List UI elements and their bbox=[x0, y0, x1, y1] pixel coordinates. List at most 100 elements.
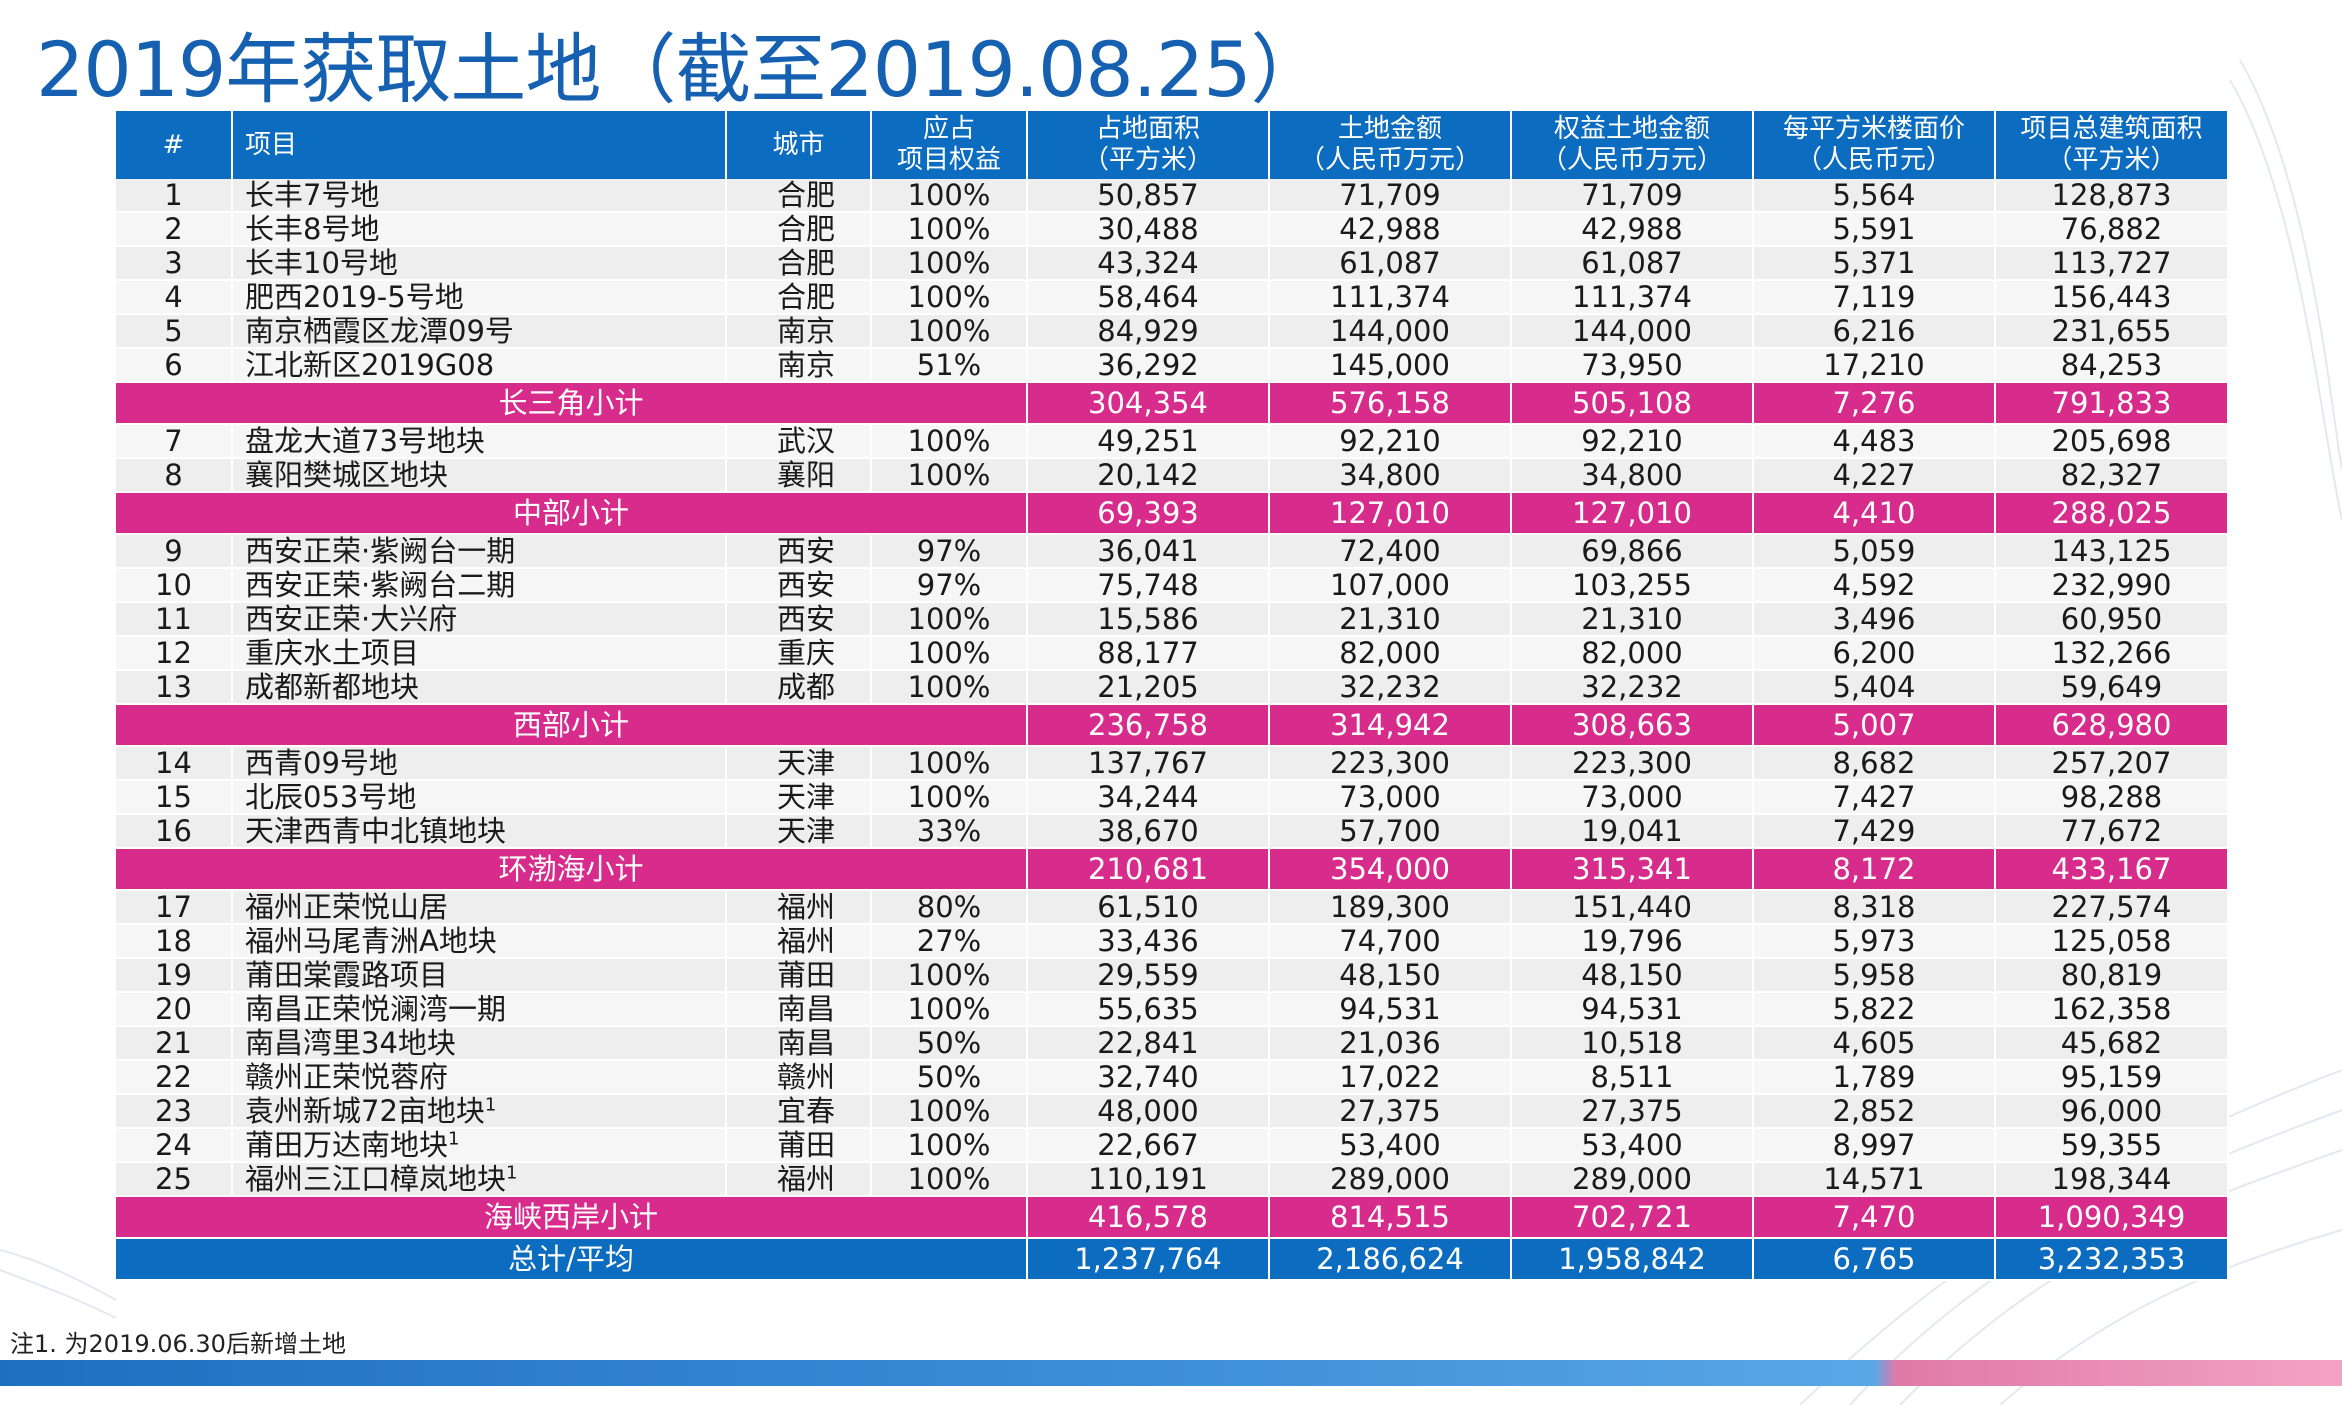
subtotal-row: 环渤海小计 210,681 354,000 315,341 8,172 433,167 bbox=[116, 848, 2229, 891]
city: 合肥 bbox=[726, 212, 872, 247]
city: 襄阳 bbox=[726, 458, 872, 493]
site-area: 33,436 bbox=[1027, 924, 1270, 959]
project-name: 北辰053号地 bbox=[232, 780, 727, 815]
unit-price: 7,119 bbox=[1753, 280, 1996, 315]
project-name-text: 西安正荣·紫阙台一期 bbox=[245, 534, 516, 568]
project-name: 南京栖霞区龙潭09号 bbox=[232, 314, 727, 349]
header-city: 城市 bbox=[726, 111, 872, 179]
table-row: 10 西安正荣·紫阙台二期 西安 97% 75,748 107,000 103,255 4,5… bbox=[116, 568, 2229, 603]
city: 南昌 bbox=[726, 992, 872, 1027]
land-price: 145,000 bbox=[1269, 348, 1512, 383]
unit-price: 8,318 bbox=[1753, 890, 1996, 925]
row-number: 20 bbox=[116, 992, 233, 1027]
site-area: 110,191 bbox=[1027, 1162, 1270, 1197]
subtotal-land-price: 127,010 bbox=[1269, 492, 1512, 535]
table-row: 2 长丰8号地 合肥 100% 30,488 42,988 42,988 5,591 76,88… bbox=[116, 212, 2229, 247]
city: 西安 bbox=[726, 568, 872, 603]
subtotal-label: 长三角小计 bbox=[116, 382, 1028, 425]
row-number: 9 bbox=[116, 534, 233, 569]
project-name: 南昌正荣悦澜湾一期 bbox=[232, 992, 727, 1027]
site-area: 137,767 bbox=[1027, 746, 1270, 781]
total-equity-land-price: 1,958,842 bbox=[1511, 1238, 1754, 1281]
row-number: 25 bbox=[116, 1162, 233, 1197]
unit-price: 5,564 bbox=[1753, 179, 1996, 213]
row-number: 24 bbox=[116, 1128, 233, 1163]
table-row: 22 赣州正荣悦蓉府 赣州 50% 32,740 17,022 8,511 1,789 95,1… bbox=[116, 1060, 2229, 1095]
project-name: 长丰7号地 bbox=[232, 179, 727, 213]
project-name-text: 南昌正荣悦澜湾一期 bbox=[245, 992, 507, 1026]
equity-share: 100% bbox=[871, 246, 1028, 281]
row-number: 11 bbox=[116, 602, 233, 637]
project-name-text: 南昌湾里34地块 bbox=[245, 1026, 456, 1060]
land-price: 48,150 bbox=[1269, 958, 1512, 993]
row-number: 6 bbox=[116, 348, 233, 383]
unit-price: 5,591 bbox=[1753, 212, 1996, 247]
equity-land-price: 53,400 bbox=[1511, 1128, 1754, 1163]
unit-price: 5,404 bbox=[1753, 670, 1996, 705]
site-area: 75,748 bbox=[1027, 568, 1270, 603]
table-row: 15 北辰053号地 天津 100% 34,244 73,000 73,000 7,427 98… bbox=[116, 780, 2229, 815]
equity-share: 100% bbox=[871, 1094, 1028, 1129]
site-area: 36,041 bbox=[1027, 534, 1270, 569]
footnote-marker: 1 bbox=[506, 1162, 518, 1184]
project-name: 长丰8号地 bbox=[232, 212, 727, 247]
subtotal-label: 海峡西岸小计 bbox=[116, 1196, 1028, 1239]
site-area: 38,670 bbox=[1027, 814, 1270, 849]
subtotal-equity-land-price: 308,663 bbox=[1511, 704, 1754, 747]
project-name-text: 西青09号地 bbox=[245, 746, 398, 780]
header-total-gfa: 项目总建筑面积 （平方米） bbox=[1995, 111, 2229, 179]
project-name: 莆田万达南地块1 bbox=[232, 1128, 727, 1163]
subtotal-row: 长三角小计 304,354 576,158 505,108 7,276 791,833 bbox=[116, 382, 2229, 425]
project-name-text: 西安正荣·紫阙台二期 bbox=[245, 568, 516, 602]
table-row: 6 江北新区2019G08 南京 51% 36,292 145,000 73,950 17,2… bbox=[116, 348, 2229, 383]
land-price: 42,988 bbox=[1269, 212, 1512, 247]
unit-price: 4,592 bbox=[1753, 568, 1996, 603]
equity-share: 100% bbox=[871, 212, 1028, 247]
equity-land-price: 223,300 bbox=[1511, 746, 1754, 781]
project-name-text: 盘龙大道73号地块 bbox=[245, 424, 485, 458]
land-price: 21,310 bbox=[1269, 602, 1512, 637]
table-row: 12 重庆水土项目 重庆 100% 88,177 82,000 82,000 6,200 132… bbox=[116, 636, 2229, 671]
table-row: 17 福州正荣悦山居 福州 80% 61,510 189,300 151,440 8,318 2… bbox=[116, 890, 2229, 925]
table-row: 9 西安正荣·紫阙台一期 西安 97% 36,041 72,400 69,866 5,059 1… bbox=[116, 534, 2229, 569]
row-number: 14 bbox=[116, 746, 233, 781]
subtotal-land-price: 314,942 bbox=[1269, 704, 1512, 747]
unit-price: 4,227 bbox=[1753, 458, 1996, 493]
land-acquisition-table: # 项目 城市 应占 项目权益 占地面积 （平方米） 土地金额 （人民币万元） 权益土… bbox=[116, 111, 2229, 1281]
subtotal-site-area: 210,681 bbox=[1027, 848, 1270, 891]
total-gfa: 60,950 bbox=[1995, 602, 2229, 637]
equity-land-price: 103,255 bbox=[1511, 568, 1754, 603]
unit-price: 4,605 bbox=[1753, 1026, 1996, 1061]
row-number: 13 bbox=[116, 670, 233, 705]
total-gfa: 59,355 bbox=[1995, 1128, 2229, 1163]
land-price: 71,709 bbox=[1269, 179, 1512, 213]
total-gfa: 76,882 bbox=[1995, 212, 2229, 247]
land-price: 74,700 bbox=[1269, 924, 1512, 959]
row-number: 8 bbox=[116, 458, 233, 493]
table-row: 16 天津西青中北镇地块 天津 33% 38,670 57,700 19,041 7,429 7… bbox=[116, 814, 2229, 849]
equity-share: 51% bbox=[871, 348, 1028, 383]
equity-share: 100% bbox=[871, 280, 1028, 315]
total-gfa: 232,990 bbox=[1995, 568, 2229, 603]
equity-share: 97% bbox=[871, 534, 1028, 569]
equity-land-price: 10,518 bbox=[1511, 1026, 1754, 1061]
total-gfa: 125,058 bbox=[1995, 924, 2229, 959]
table-row: 20 南昌正荣悦澜湾一期 南昌 100% 55,635 94,531 94,531 5,822… bbox=[116, 992, 2229, 1027]
site-area: 29,559 bbox=[1027, 958, 1270, 993]
total-gfa: 231,655 bbox=[1995, 314, 2229, 349]
total-unit-price: 6,765 bbox=[1753, 1238, 1996, 1281]
total-gfa: 98,288 bbox=[1995, 780, 2229, 815]
row-number: 15 bbox=[116, 780, 233, 815]
site-area: 36,292 bbox=[1027, 348, 1270, 383]
project-name: 天津西青中北镇地块 bbox=[232, 814, 727, 849]
project-name: 襄阳樊城区地块 bbox=[232, 458, 727, 493]
site-area: 20,142 bbox=[1027, 458, 1270, 493]
project-name: 江北新区2019G08 bbox=[232, 348, 727, 383]
project-name-text: 江北新区2019G08 bbox=[245, 348, 495, 382]
land-price: 21,036 bbox=[1269, 1026, 1512, 1061]
total-gfa: 257,207 bbox=[1995, 746, 2229, 781]
project-name: 长丰10号地 bbox=[232, 246, 727, 281]
subtotal-equity-land-price: 315,341 bbox=[1511, 848, 1754, 891]
total-site-area: 1,237,764 bbox=[1027, 1238, 1270, 1281]
subtotal-site-area: 69,393 bbox=[1027, 492, 1270, 535]
